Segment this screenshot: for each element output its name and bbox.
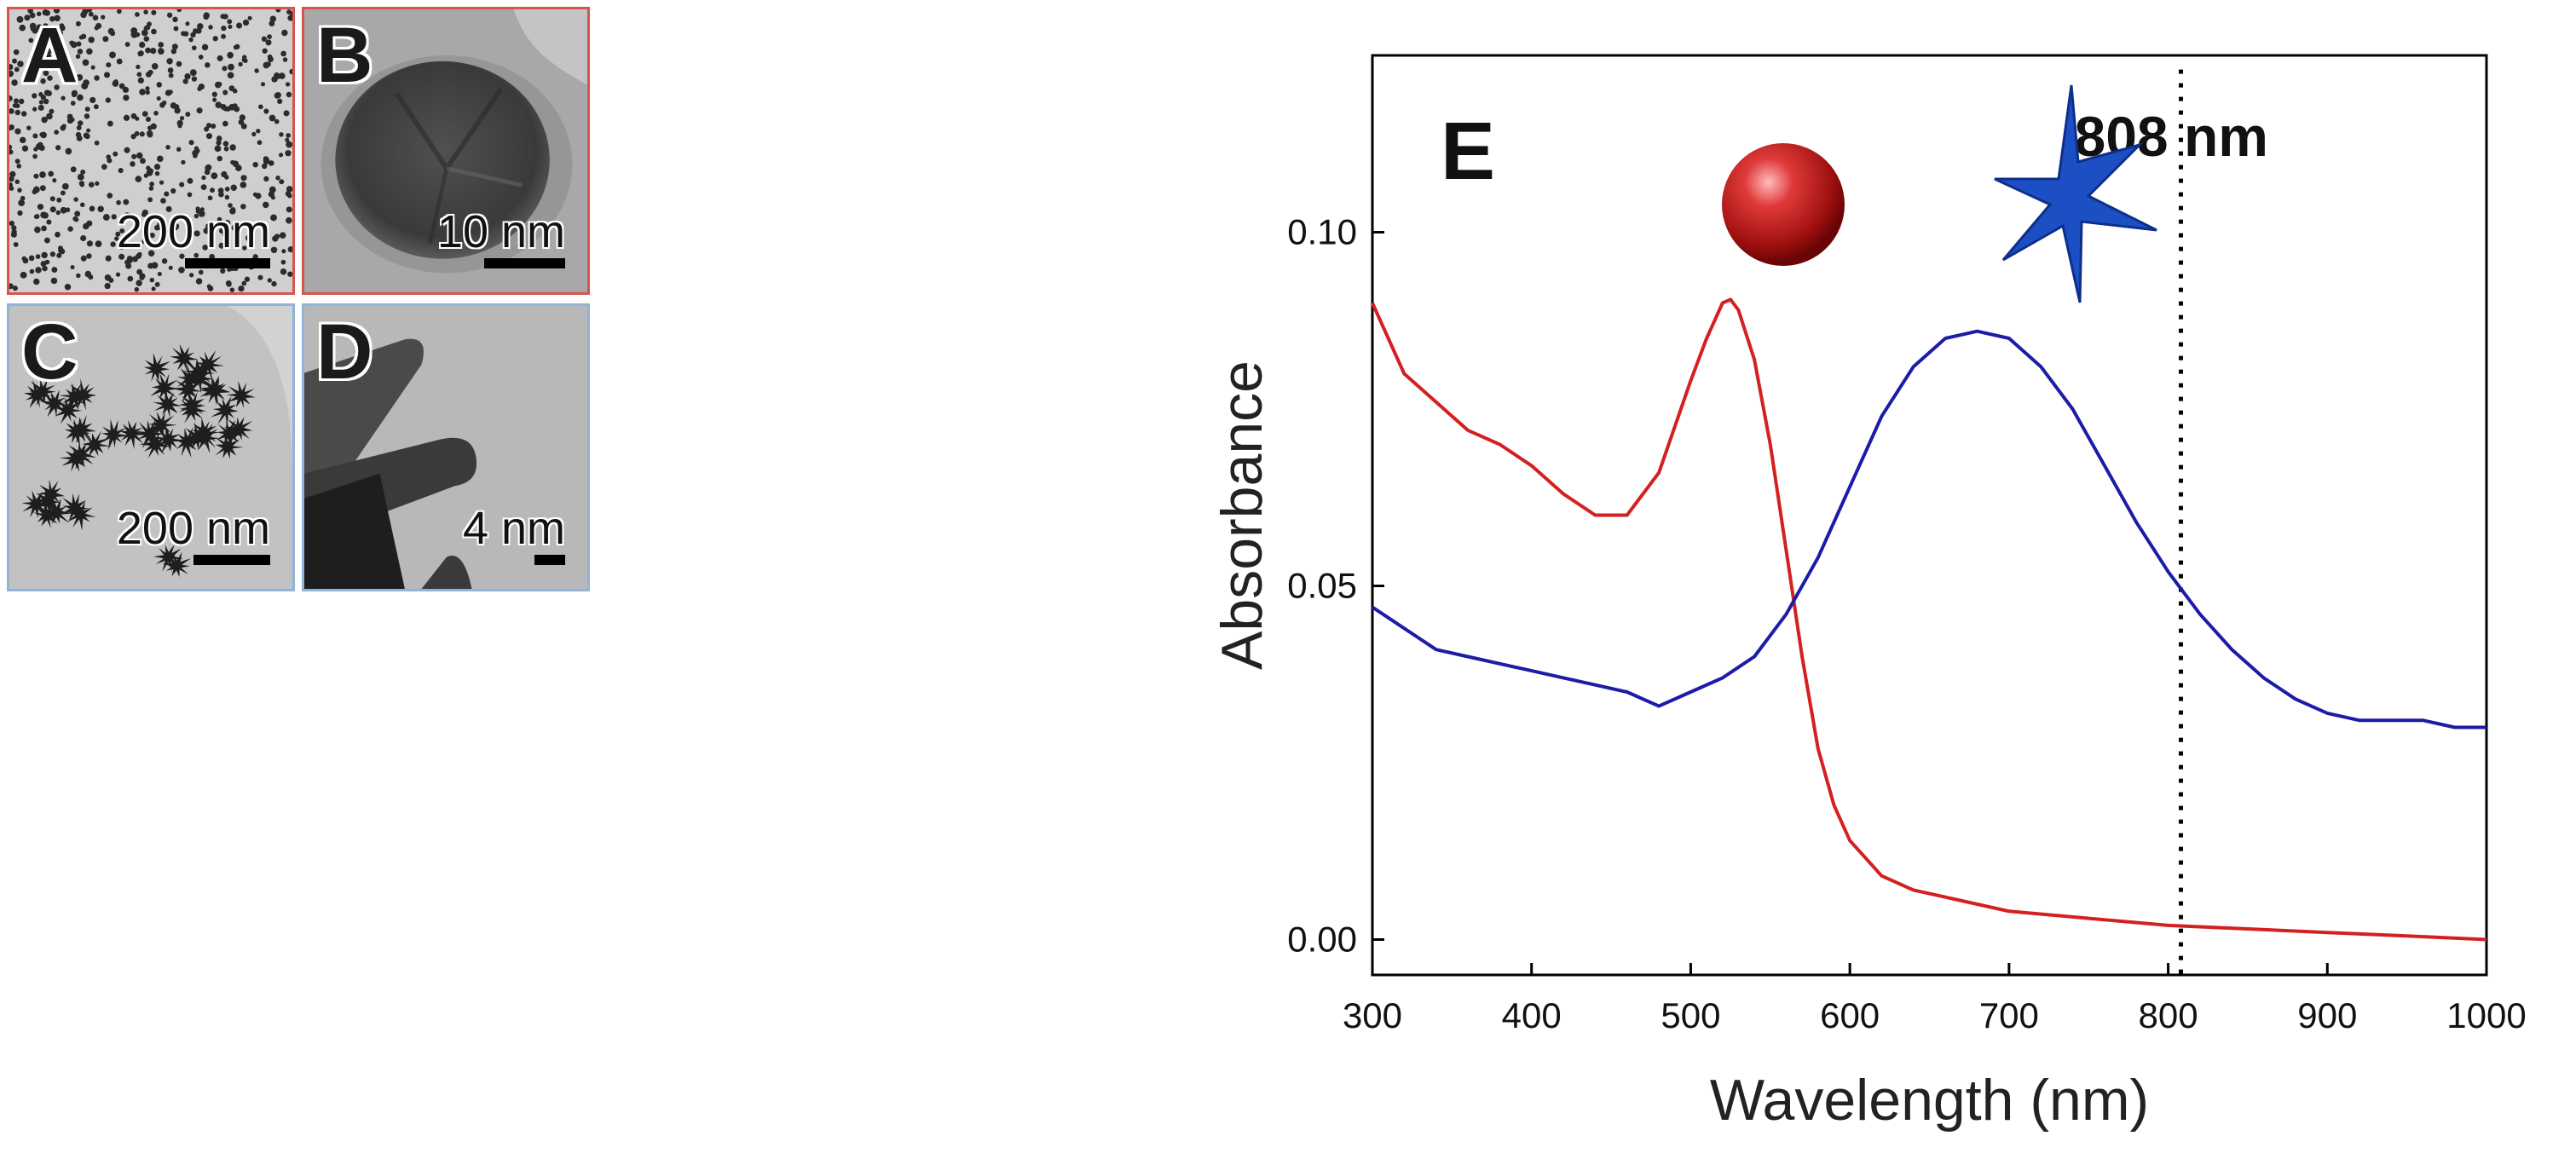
y-tick-label: 0.05 [1287, 566, 1357, 606]
y-tick-label: 0.00 [1287, 920, 1357, 960]
scale-bar-c: 200 nm [117, 505, 270, 565]
x-tick-label: 300 [1343, 995, 1402, 1035]
scale-text-b: 10 nm [436, 206, 565, 257]
tem-panel-a: A 200 nm [7, 7, 295, 295]
series-line-nanostars [1371, 329, 2486, 729]
scale-line-c [193, 555, 270, 565]
tem-panel-c: C 200 nm [7, 303, 295, 591]
scale-bar-d: 4 nm [463, 505, 565, 565]
panel-label-e: E [1441, 106, 1495, 197]
tem-panel-d: D 4 nm [302, 303, 590, 591]
tem-image-d [304, 306, 587, 589]
tem-image-a [9, 9, 292, 292]
y-axis-label: Absorbance [1210, 360, 1274, 670]
scale-bar-b: 10 nm [437, 209, 565, 268]
panel-label-d: D [316, 308, 373, 395]
scale-text-c: 200 nm [116, 503, 270, 554]
x-tick-label: 600 [1820, 995, 1880, 1035]
x-tick-label: 800 [2139, 995, 2198, 1035]
x-tick-label: 700 [1979, 995, 2039, 1035]
scale-bar-a: 200 nm [117, 209, 270, 268]
scale-text-d: 4 nm [462, 503, 565, 554]
y-tick-label: 0.10 [1287, 212, 1357, 252]
scale-line-b [484, 258, 565, 268]
scale-line-d [534, 555, 565, 565]
x-tick-label: 500 [1661, 995, 1720, 1035]
plot-frame [1371, 54, 2488, 977]
nanosphere-icon [1722, 143, 1845, 266]
scale-line-a [185, 258, 270, 268]
tem-image-b [304, 9, 587, 292]
x-tick-label: 1000 [2446, 995, 2526, 1035]
panel-label-b: B [316, 12, 373, 99]
panel-label-a: A [21, 12, 78, 99]
x-axis-label: Wavelength (nm) [1710, 1068, 2149, 1133]
tem-image-c [9, 306, 292, 589]
tem-panel-b: B 10 nm [302, 7, 590, 295]
x-tick-label: 400 [1502, 995, 1562, 1035]
scale-text-a: 200 nm [116, 206, 270, 257]
series-line-nanospheres [1371, 297, 2487, 942]
nanostar-icon [1994, 84, 2157, 303]
panel-label-c: C [21, 308, 78, 395]
x-tick-label: 900 [2297, 995, 2357, 1035]
